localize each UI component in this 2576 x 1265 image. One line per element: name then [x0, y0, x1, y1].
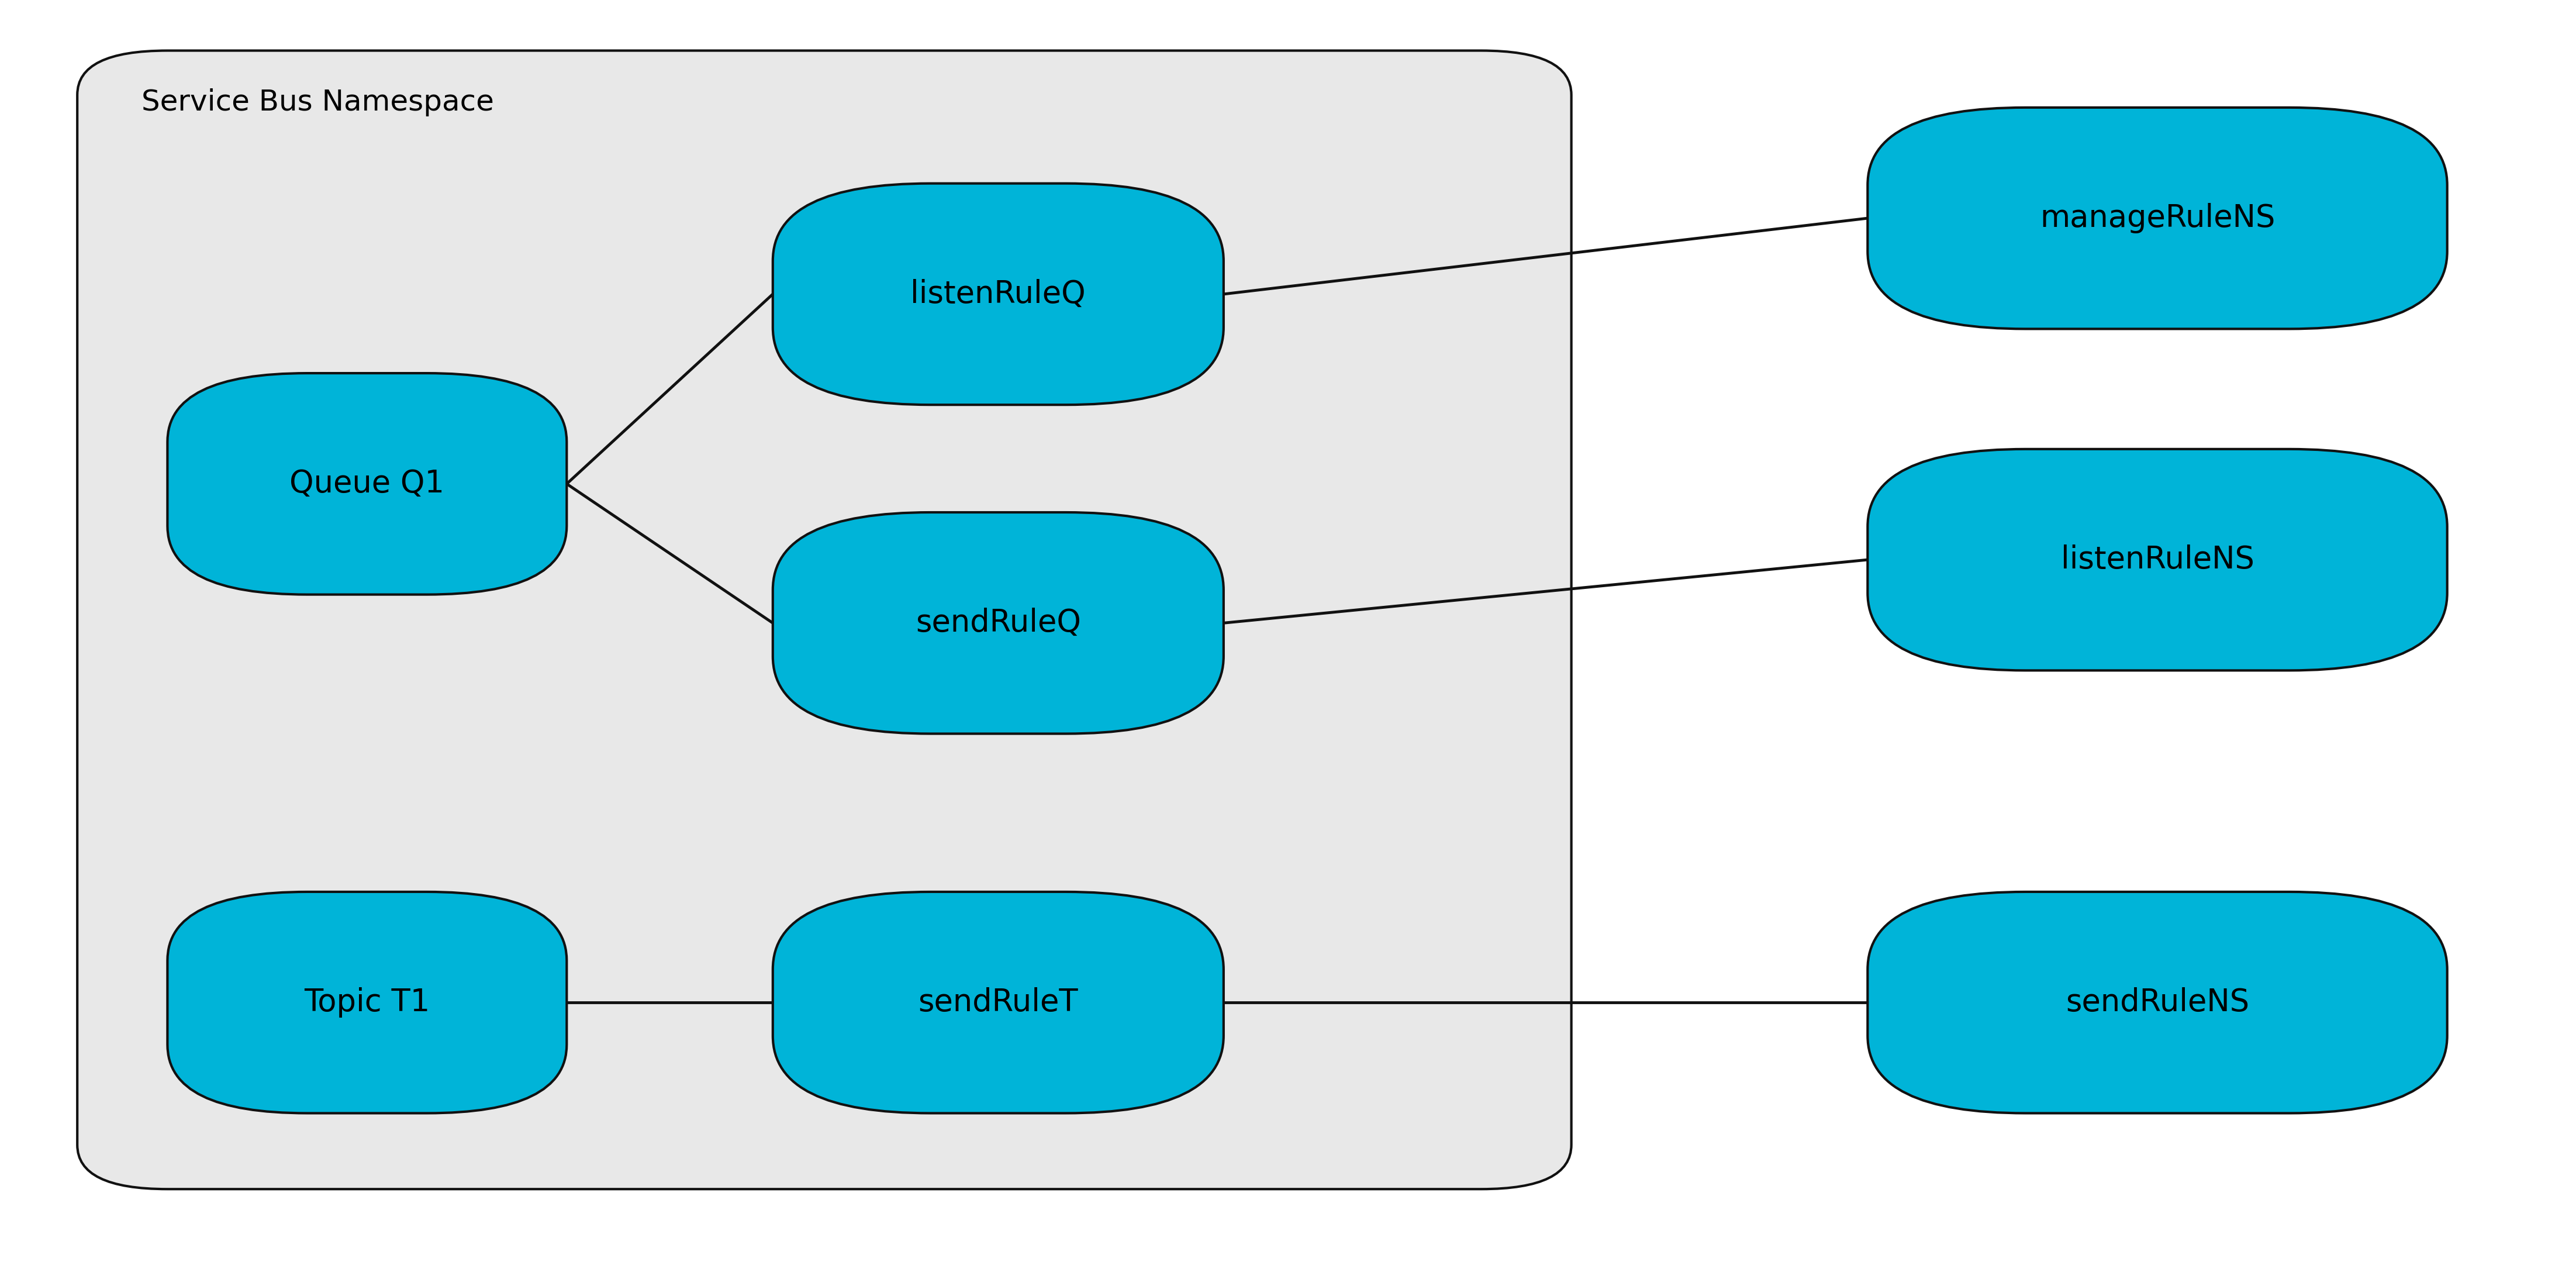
FancyBboxPatch shape	[77, 51, 1571, 1189]
FancyBboxPatch shape	[1868, 449, 2447, 670]
FancyBboxPatch shape	[773, 512, 1224, 734]
Text: sendRuleT: sendRuleT	[917, 987, 1079, 1018]
Text: Topic T1: Topic T1	[304, 987, 430, 1018]
Text: Queue Q1: Queue Q1	[289, 468, 446, 500]
Text: manageRuleNS: manageRuleNS	[2040, 202, 2275, 234]
FancyBboxPatch shape	[773, 183, 1224, 405]
Text: listenRuleNS: listenRuleNS	[2061, 544, 2254, 576]
Text: sendRuleNS: sendRuleNS	[2066, 987, 2249, 1018]
Text: sendRuleQ: sendRuleQ	[914, 607, 1082, 639]
FancyBboxPatch shape	[1868, 108, 2447, 329]
FancyBboxPatch shape	[1868, 892, 2447, 1113]
FancyBboxPatch shape	[167, 373, 567, 595]
FancyBboxPatch shape	[773, 892, 1224, 1113]
Text: Service Bus Namespace: Service Bus Namespace	[142, 89, 495, 116]
Text: listenRuleQ: listenRuleQ	[909, 278, 1087, 310]
FancyBboxPatch shape	[167, 892, 567, 1113]
